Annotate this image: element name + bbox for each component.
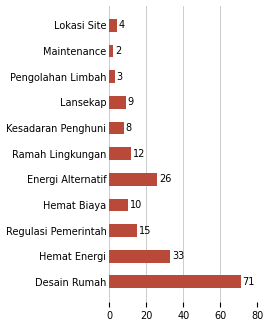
Bar — [109, 96, 126, 109]
Bar — [109, 275, 241, 288]
Bar — [109, 198, 128, 211]
Bar — [109, 70, 115, 83]
Text: 12: 12 — [133, 149, 146, 159]
Bar — [109, 45, 113, 58]
Text: 2: 2 — [115, 46, 121, 56]
Text: 10: 10 — [130, 200, 142, 210]
Bar — [109, 224, 137, 237]
Text: 33: 33 — [172, 251, 185, 261]
Text: 4: 4 — [118, 20, 125, 30]
Text: 71: 71 — [243, 277, 255, 287]
Text: 3: 3 — [117, 72, 123, 82]
Text: 9: 9 — [128, 97, 134, 107]
Bar — [109, 173, 157, 186]
Text: 15: 15 — [139, 226, 151, 235]
Bar — [109, 122, 124, 134]
Bar — [109, 250, 170, 263]
Text: 26: 26 — [159, 174, 172, 184]
Bar — [109, 147, 132, 160]
Bar — [109, 19, 117, 32]
Text: 8: 8 — [126, 123, 132, 133]
